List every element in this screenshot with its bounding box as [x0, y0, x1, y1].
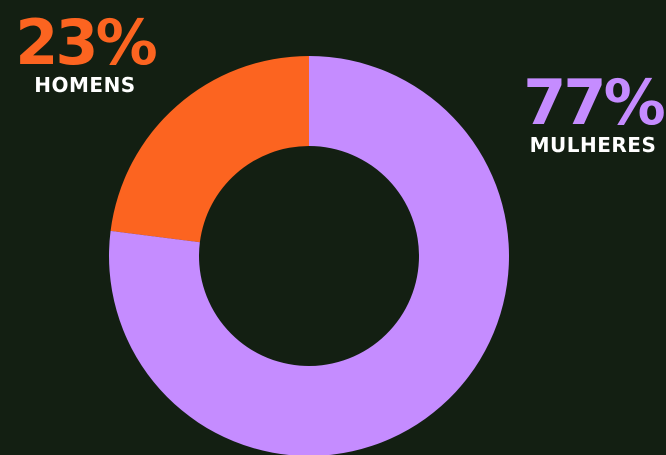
men-label-group: 23% HOMENS: [10, 6, 160, 97]
donut-slice-mulheres: [109, 56, 509, 455]
women-percentage-label: 77%: [523, 66, 665, 139]
women-label-group: 77% MULHERES: [520, 66, 666, 157]
men-percentage-label: 23%: [15, 6, 157, 79]
women-category-label: MULHERES: [529, 133, 657, 157]
donut-slice-homens: [110, 56, 309, 243]
men-category-label: HOMENS: [34, 73, 136, 97]
